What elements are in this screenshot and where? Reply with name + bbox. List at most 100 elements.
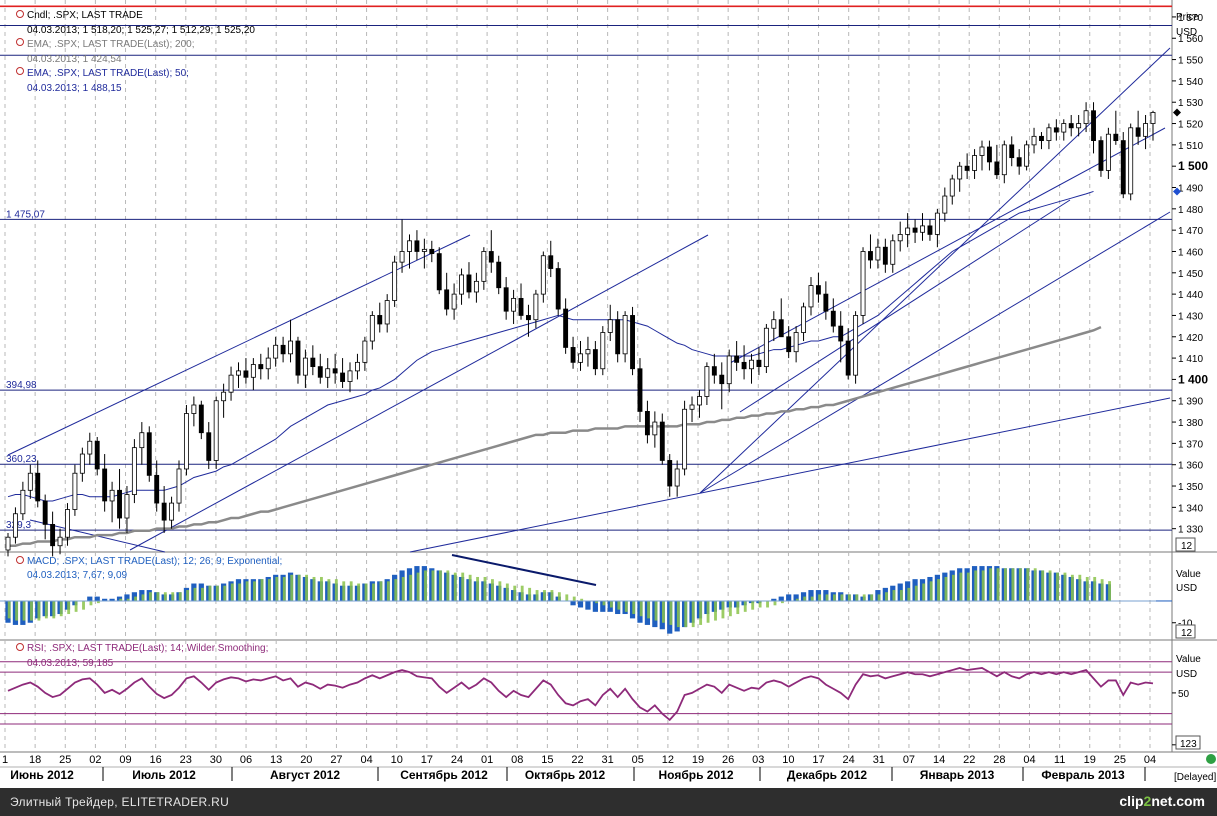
day-tick-label: 22 [963, 754, 975, 766]
candle-body [630, 315, 635, 370]
price-axis: 1 330 1 340 1 350 1 360 1 370 1 380 1 390 1 400… [1172, 13, 1208, 536]
macd-signal-bar [989, 568, 993, 601]
price-tick-label: 1 390 [1178, 397, 1203, 408]
macd-signal-bar [595, 600, 598, 604]
macd-signal-bar [15, 600, 19, 621]
macd-signal-bar [282, 576, 286, 601]
macd-signal-bar [885, 592, 888, 601]
macd-axis-unit: USD [1176, 583, 1197, 594]
macd-signal-bar [156, 592, 160, 601]
rsi-scale-box-label: 123 [1180, 739, 1197, 750]
month-label: Август 2012 [270, 768, 340, 782]
ema200-series [8, 325, 1102, 547]
macd-series: -10 [0, 566, 1193, 634]
price-tick-label: 1 560 [1178, 34, 1203, 45]
month-label: Октябрь 2012 [525, 768, 606, 782]
day-tick-label: 16 [150, 754, 162, 766]
logo-accent: 2 [1143, 793, 1152, 809]
candle-body [830, 310, 836, 327]
macd-signal-bar [617, 600, 621, 610]
candle-body [1120, 140, 1126, 195]
candle-body [808, 285, 814, 308]
rsi-scale-box[interactable] [1175, 735, 1201, 750]
candle-body [756, 359, 762, 368]
candle-body [994, 161, 1000, 176]
macd-signal-bar [639, 600, 643, 617]
macd-signal-bar [238, 583, 242, 601]
candle-body [1076, 123, 1082, 129]
candle-body [667, 460, 673, 487]
macd-signal-bar [565, 594, 569, 601]
candle-body [42, 500, 48, 525]
legend-icon[interactable] [16, 10, 24, 18]
candle-body [570, 347, 576, 363]
legend-icon[interactable] [16, 38, 24, 46]
day-tick-label: 28 [993, 754, 1005, 766]
candle-body [124, 494, 130, 519]
time-axis: 1 18 25 02 09 16 23 30 06 13 20 27 04 10 17 24 01 08 15 22 3… [2, 754, 1156, 782]
day-tick-label: 31 [873, 754, 885, 766]
candle-body [511, 297, 517, 312]
month-label: Июнь 2012 [10, 768, 74, 782]
macd-signal-bar [446, 570, 450, 601]
price-scale-box[interactable] [1175, 537, 1196, 552]
candle-body [875, 246, 881, 261]
day-tick-label: 1 [2, 754, 8, 766]
macd-scale-box[interactable] [1175, 624, 1196, 639]
candle-body [637, 368, 643, 412]
macd-signal-bar [535, 590, 539, 601]
legend-icon[interactable] [16, 643, 24, 651]
candle-body [578, 353, 583, 363]
macd-signal-bar [847, 594, 851, 601]
macd-signal-bar [632, 600, 636, 615]
price-tick-label: 1 550 [1178, 56, 1203, 67]
candle-body [451, 293, 457, 310]
candle-body [65, 509, 70, 538]
candle-body [117, 489, 122, 519]
macd-signal-bar [647, 600, 651, 619]
candle-body [964, 165, 970, 171]
candle-body [622, 315, 628, 355]
day-tick-label: 13 [270, 754, 282, 766]
candle-body [801, 306, 806, 333]
candlestick-series [5, 102, 1156, 557]
status-indicator [1206, 754, 1216, 764]
legend-icon[interactable] [16, 67, 24, 75]
candle-body [526, 315, 531, 321]
candle-body [87, 440, 93, 455]
footer-credit: Элитный Трейдер, ELITETRADER.RU [10, 795, 230, 809]
day-tick-label: 23 [180, 754, 192, 766]
candle-body [763, 327, 769, 368]
macd-signal-bar [624, 600, 628, 612]
ema50-legend-values: 04.03.2013; 1 488,15 [27, 83, 122, 94]
macd-signal-bar [602, 600, 606, 606]
macd-signal-bar [416, 572, 420, 601]
level-label: 394,98 [6, 380, 37, 391]
macd-signal-bar [907, 587, 911, 601]
candle-body [384, 300, 390, 325]
macd-signal-bar [1033, 568, 1037, 601]
candle-body [206, 432, 212, 461]
macd-signal-bar [654, 600, 658, 621]
day-tick-label: 14 [933, 754, 945, 766]
macd-signal-bar [461, 572, 465, 601]
macd-signal-bar [706, 600, 710, 623]
candle-body [585, 349, 591, 355]
macd-signal-bar [186, 590, 190, 601]
macd-signal-bar [134, 596, 137, 601]
candle-body [191, 404, 197, 414]
macd-tick-label: -10 [1178, 619, 1193, 630]
trendline-long-support [409, 397, 1171, 553]
day-tick-label: 18 [29, 754, 41, 766]
legend-icon[interactable] [16, 556, 24, 564]
price-tick-label: 1 450 [1178, 269, 1203, 280]
macd-legend: MACD; .SPX; LAST TRADE(Last); 12; 26; 9;… [16, 556, 282, 581]
candle-body [176, 468, 182, 504]
candle-body [139, 432, 145, 449]
price-tick-label: 1 400 [1178, 372, 1208, 386]
candle-body [986, 146, 992, 163]
candle-body [659, 421, 665, 461]
macd-signal-bar [766, 600, 769, 608]
candle-body [1135, 127, 1141, 137]
macd-signal-bar [453, 572, 457, 601]
